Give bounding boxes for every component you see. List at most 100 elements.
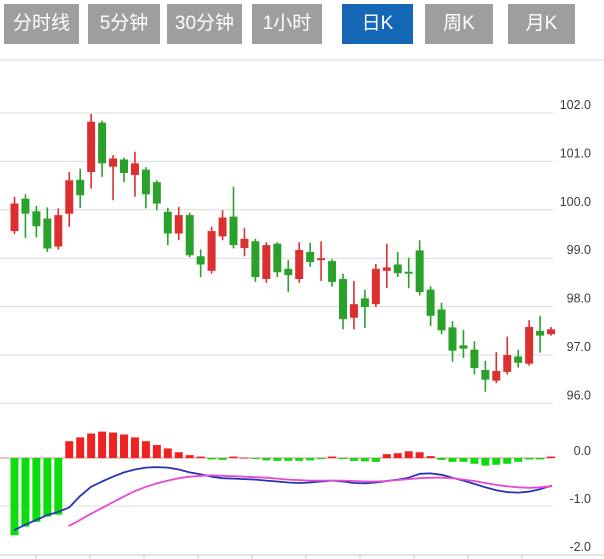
candle-body: [339, 279, 347, 320]
macd-histogram-bar: [218, 458, 227, 460]
candle-body: [459, 345, 468, 349]
price-axis-label: 96.0: [567, 388, 591, 402]
macd-histogram-bar: [459, 458, 468, 462]
candle-body: [349, 304, 358, 318]
macd-histogram-bar: [448, 458, 457, 462]
macd-histogram-bar: [196, 456, 205, 458]
candle-body: [328, 261, 337, 282]
candle-body: [76, 179, 85, 196]
candle-body: [393, 264, 402, 274]
candle-body: [130, 163, 139, 175]
macd-histogram-bar: [339, 458, 347, 459]
candle-body: [382, 267, 391, 271]
candle-body: [525, 326, 534, 364]
candle-body: [87, 121, 96, 173]
macd-histogram-bar: [426, 456, 435, 458]
candle-body: [251, 241, 260, 278]
candle-body: [32, 211, 41, 227]
macd-histogram-bar: [284, 458, 293, 461]
macd-histogram-bar: [349, 458, 358, 461]
candle-body: [207, 231, 216, 271]
candle-body: [492, 370, 501, 381]
candle-body: [306, 251, 315, 263]
price-axis-label: 101.0: [560, 146, 591, 160]
macd-histogram-bar: [536, 458, 545, 460]
macd-axis-label: 0.0: [574, 444, 591, 458]
macd-histogram-bar: [98, 431, 107, 458]
tab-weekly-k[interactable]: 周K: [425, 4, 493, 44]
candle-body: [514, 356, 523, 363]
candle-body: [152, 182, 161, 204]
macd-histogram-bar: [120, 434, 128, 458]
macd-histogram-bar: [415, 452, 424, 458]
macd-histogram-bar: [262, 458, 271, 461]
macd-histogram-bar: [328, 456, 337, 458]
price-axis-label: 102.0: [560, 98, 591, 112]
macd-histogram-bar: [470, 458, 479, 464]
macd-histogram-bar: [317, 458, 326, 459]
macd-histogram-bar: [240, 457, 249, 459]
macd-histogram-bar: [43, 458, 52, 517]
macd-histogram-bar: [360, 458, 369, 462]
candle-body: [141, 169, 150, 195]
macd-histogram-bar: [185, 455, 194, 458]
candle-body: [185, 215, 194, 256]
tab-monthly-k[interactable]: 月K: [508, 4, 575, 44]
macd-histogram-bar: [141, 441, 150, 458]
macd-histogram-bar: [503, 458, 512, 464]
macd-axis-label: -2.0: [569, 540, 591, 554]
candle-body: [98, 122, 107, 164]
candle-body: [43, 218, 52, 249]
candle-body: [163, 211, 172, 234]
macd-histogram-bar: [229, 456, 238, 458]
candle-body: [10, 203, 19, 232]
macd-histogram-bar: [87, 433, 96, 458]
candle-body: [503, 355, 512, 372]
candle-body: [470, 349, 479, 369]
macd-histogram-bar: [437, 458, 446, 460]
tab-1hour[interactable]: 1小时: [252, 4, 322, 44]
macd-histogram-bar: [382, 454, 391, 458]
macd-histogram-bar: [525, 458, 534, 460]
macd-histogram-bar: [54, 458, 63, 515]
candle-body: [536, 330, 545, 336]
candle-body: [371, 268, 380, 305]
tab-daily-k[interactable]: 日K: [342, 4, 413, 44]
candle-body: [284, 268, 293, 276]
candle-body: [273, 243, 282, 273]
macd-dea-line: [68, 474, 552, 527]
tab-minute-line[interactable]: 分时线: [4, 4, 79, 44]
period-tabbar: 分时线 5分钟 30分钟 1小时 日K 周K 月K: [4, 4, 575, 44]
candle-body: [218, 217, 227, 237]
candle-body: [229, 216, 238, 246]
price-axis-label: 100.0: [560, 195, 591, 209]
macd-histogram-bar: [152, 445, 161, 458]
macd-histogram-bar: [109, 432, 118, 458]
candle-body: [415, 250, 424, 293]
tab-5min[interactable]: 5分钟: [88, 4, 160, 44]
macd-dif-line: [13, 466, 552, 531]
macd-histogram-bar: [32, 458, 41, 522]
candle-body: [21, 198, 30, 214]
candle-body: [109, 158, 118, 167]
tab-30min[interactable]: 30分钟: [167, 4, 242, 44]
candle-body: [262, 245, 271, 280]
macd-histogram-bar: [10, 458, 19, 536]
macd-axis-label: -1.0: [569, 492, 591, 506]
candle-body: [317, 258, 326, 261]
macd-histogram-bar: [65, 441, 74, 458]
macd-histogram-bar: [273, 458, 282, 461]
macd-histogram-bar: [404, 451, 413, 458]
macd-histogram-bar: [514, 458, 523, 462]
candle-body: [65, 180, 74, 214]
candle-body: [437, 309, 446, 331]
macd-histogram-bar: [547, 456, 556, 458]
candle-body: [360, 298, 369, 308]
candle-body: [295, 249, 304, 280]
candle-body: [196, 256, 205, 265]
macd-histogram-bar: [76, 437, 85, 458]
candle-body: [481, 370, 490, 380]
candle-body: [54, 215, 63, 247]
